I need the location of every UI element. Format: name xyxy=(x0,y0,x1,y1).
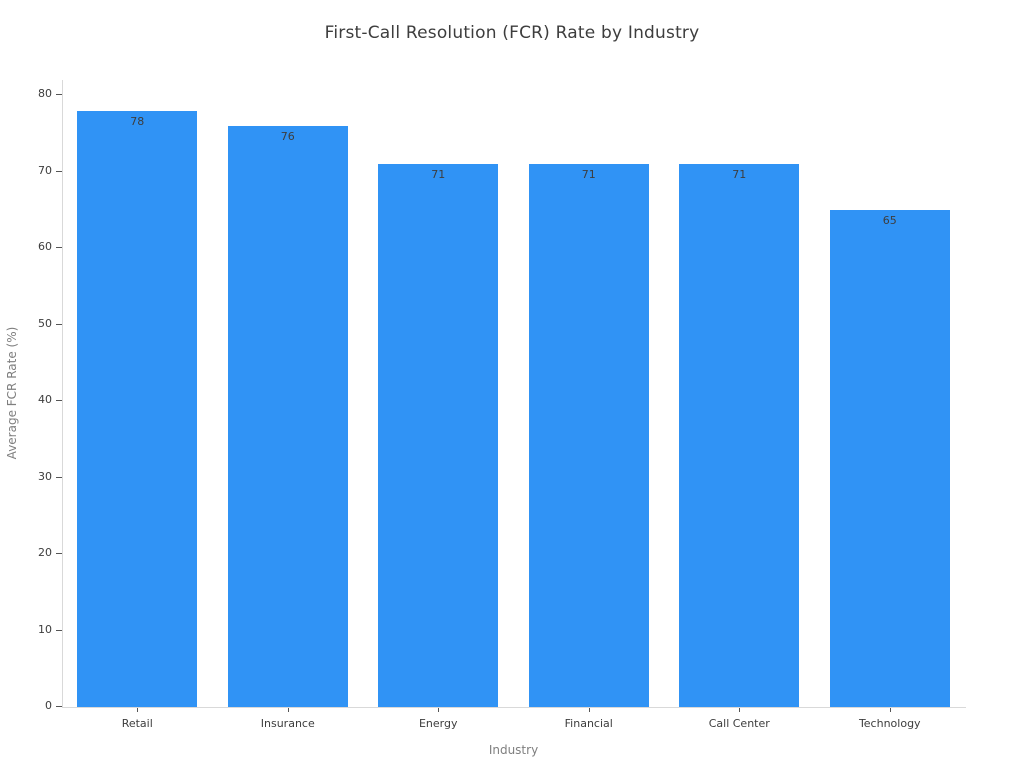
y-tick-label: 50 xyxy=(38,316,52,330)
bar-value-label-call-center: 71 xyxy=(732,168,747,182)
x-tick-label-call-center: Call Center xyxy=(708,717,770,730)
x-tick-label-energy: Energy xyxy=(418,717,458,730)
bar-financial xyxy=(528,164,649,707)
y-tick-mark xyxy=(56,706,62,707)
x-tick-mark xyxy=(137,708,139,712)
y-tick-label: 70 xyxy=(38,163,52,177)
x-tick-label-financial: Financial xyxy=(564,717,613,730)
x-tick-label-insurance: Insurance xyxy=(260,717,315,730)
y-tick-mark xyxy=(56,476,62,478)
y-tick-mark xyxy=(56,323,62,325)
y-tick-mark xyxy=(56,400,62,402)
y-tick-label: 40 xyxy=(38,393,52,407)
x-axis-spine xyxy=(62,707,966,708)
y-tick-label: 0 xyxy=(45,699,52,712)
y-tick-mark xyxy=(56,247,62,249)
x-axis-title: Industry xyxy=(488,743,539,757)
bar-retail xyxy=(77,110,198,707)
y-tick-label: 30 xyxy=(38,469,52,483)
bar-value-label-retail: 78 xyxy=(130,114,145,128)
y-tick-label: 20 xyxy=(38,546,52,560)
y-tick-mark xyxy=(56,94,62,96)
x-tick-label-retail: Retail xyxy=(121,717,153,730)
y-tick-label: 10 xyxy=(38,622,52,636)
x-tick-label-technology: Technology xyxy=(858,717,921,730)
y-tick-label: 80 xyxy=(38,87,52,101)
x-tick-mark xyxy=(287,708,289,712)
bar-value-label-insurance: 76 xyxy=(280,129,295,143)
x-tick-mark xyxy=(739,708,741,712)
y-axis-spine xyxy=(62,80,63,708)
bar-call-center xyxy=(679,164,800,707)
x-tick-mark xyxy=(588,708,590,712)
bar-energy xyxy=(378,164,499,707)
bar-technology xyxy=(829,210,950,707)
bar-value-label-energy: 71 xyxy=(431,168,446,182)
x-tick-mark xyxy=(889,708,891,712)
y-tick-mark xyxy=(56,553,62,555)
y-tick-label: 60 xyxy=(38,240,52,254)
y-tick-mark xyxy=(56,629,62,631)
bar-insurance xyxy=(227,125,348,707)
bar-value-label-technology: 65 xyxy=(882,213,897,227)
y-tick-mark xyxy=(56,170,62,172)
bar-value-label-financial: 71 xyxy=(581,168,596,182)
plot-area: 78 76 71 71 71 65 xyxy=(62,80,965,707)
chart-title: First-Call Resolution (FCR) Rate by Indu… xyxy=(324,23,700,43)
x-tick-mark xyxy=(438,708,440,712)
